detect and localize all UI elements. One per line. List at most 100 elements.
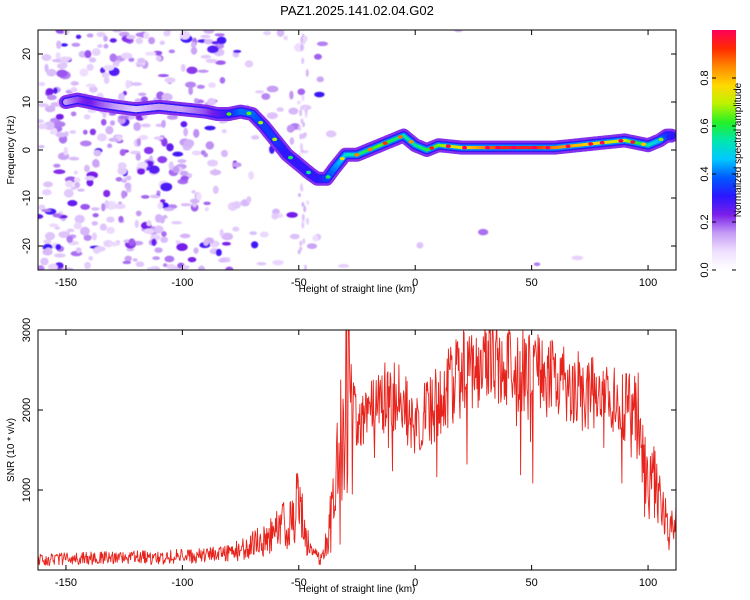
spectrogram-noise-blob bbox=[314, 53, 322, 60]
spectrogram-noise-blob bbox=[70, 111, 77, 117]
colorbar-tick-label: 0.4 bbox=[699, 166, 711, 181]
spectrogram-noise-blob bbox=[162, 214, 168, 219]
spectrogram-x-tick-label: 50 bbox=[526, 277, 538, 289]
spectrogram-noise-blob bbox=[276, 30, 285, 37]
spectrogram-noise-blob bbox=[183, 127, 188, 137]
spectrogram-noise-blob bbox=[175, 239, 181, 245]
spectrogram-noise-blob bbox=[70, 87, 78, 93]
spectrogram-noise-blob bbox=[251, 241, 259, 249]
ridge-hotspot bbox=[630, 140, 636, 144]
spectrogram-noise-blob bbox=[221, 149, 228, 158]
spectrogram-noise-blob bbox=[97, 44, 103, 48]
spectrogram-noise-blob bbox=[215, 60, 226, 65]
spectrogram-noise-blob bbox=[172, 165, 180, 174]
snr-series-line bbox=[38, 330, 676, 567]
spectrogram-noise-blob bbox=[183, 139, 195, 148]
ridge-hotspot bbox=[599, 140, 605, 145]
figure-title: PAZ1.2025.141.02.04.G02 bbox=[280, 3, 434, 18]
spectrogram-noise-blob bbox=[219, 229, 224, 237]
spectrogram-noise-blob bbox=[83, 164, 90, 173]
spectrogram-noise-blob bbox=[122, 260, 132, 265]
spectrogram-noise-blob bbox=[137, 57, 146, 64]
spectrogram-noise-blob bbox=[180, 203, 192, 207]
spectrogram-noise-blob bbox=[84, 176, 96, 181]
spectrogram-noise-blob bbox=[101, 203, 106, 212]
spectrogram-noise-blob bbox=[138, 92, 147, 96]
spectrogram-noise-blob bbox=[302, 238, 306, 245]
spectrogram-noise-blob bbox=[106, 226, 115, 234]
spectrogram-noise-blob bbox=[263, 30, 272, 36]
spectrogram-x-tick-label: -50 bbox=[291, 277, 307, 289]
spectrogram-noise-blob bbox=[137, 168, 146, 175]
spectrogram-noise-blob bbox=[109, 38, 117, 43]
spectrogram-noise-blob bbox=[180, 63, 186, 72]
spectrogram-noise-blob bbox=[316, 76, 324, 83]
spectrogram-noise-blob bbox=[63, 188, 74, 198]
spectrogram-noise-blob bbox=[304, 35, 308, 42]
spectrogram-noise-blob bbox=[179, 170, 189, 177]
spectrogram-noise-blob bbox=[200, 34, 211, 39]
spectral-ridge bbox=[58, 92, 676, 186]
spectrogram-noise-blob bbox=[94, 246, 106, 252]
spectrogram-noise-blob bbox=[54, 226, 61, 230]
ridge-core bbox=[62, 96, 675, 182]
spectrogram-noise-blob bbox=[156, 190, 161, 196]
spectrogram-noise-blob bbox=[301, 33, 305, 39]
spectrogram-noise-blob bbox=[297, 193, 301, 198]
spectrogram-noise-blob bbox=[104, 199, 110, 209]
spectrogram-noise-blob bbox=[89, 128, 97, 136]
spectrogram-noise-blob bbox=[191, 150, 202, 156]
spectrogram-noise-blob bbox=[210, 244, 219, 248]
spectrogram-noise-blob bbox=[300, 118, 304, 125]
ridge-hotspot bbox=[258, 120, 264, 125]
spectrogram-noise-blob bbox=[83, 234, 92, 241]
spectrogram-noise-blob bbox=[103, 43, 109, 49]
spectrogram-noise-blob bbox=[112, 30, 122, 33]
ridge-hotspot bbox=[429, 146, 435, 150]
spectrogram-noise-blob bbox=[194, 98, 199, 103]
spectrogram-noise-blob bbox=[89, 85, 98, 93]
spectrogram-noise-blob bbox=[53, 163, 61, 168]
spectrogram-noise-blob bbox=[44, 105, 56, 113]
spectrogram-noise-blob bbox=[304, 107, 308, 115]
snr-x-axis-label: Height of straight line (km) bbox=[299, 584, 416, 595]
ridge-hotspot bbox=[339, 156, 345, 161]
spectrogram-noise-blob bbox=[266, 85, 279, 93]
spectrogram-noise-blob bbox=[187, 257, 197, 263]
spectrogram-noise-blob bbox=[303, 264, 307, 270]
spectrogram-noise-blob bbox=[286, 211, 298, 218]
spectrogram-noise-blob bbox=[214, 33, 225, 37]
spectrogram-noise-blob bbox=[80, 140, 92, 147]
ridge-hotspot bbox=[511, 145, 517, 150]
spectrogram-noise-blob bbox=[91, 221, 98, 226]
spectrogram-noise-blob bbox=[103, 189, 111, 198]
spectrogram-noise-blob bbox=[157, 202, 164, 210]
spectrogram-noise-blob bbox=[108, 241, 121, 247]
ridge-hotspot bbox=[367, 147, 373, 152]
spectrogram-noise-blob bbox=[300, 43, 304, 51]
spectrogram-noise-blob bbox=[186, 172, 193, 179]
spectrogram-noise-blob bbox=[135, 153, 141, 161]
spectrogram-noise-blob bbox=[316, 41, 329, 47]
spectrogram-noise-blob bbox=[172, 151, 184, 157]
spectrogram-noise-blob bbox=[82, 129, 88, 135]
spectrogram-noise-blob bbox=[58, 231, 71, 238]
spectrogram-noise-blob bbox=[86, 33, 94, 38]
spectrogram-noise-blob bbox=[103, 64, 115, 71]
colorbar-tick-label: 0.0 bbox=[699, 262, 711, 277]
spectrogram-noise-blob bbox=[78, 50, 87, 58]
spectrogram-noise-blob bbox=[163, 207, 175, 212]
spectrogram-noise-blob bbox=[300, 186, 304, 192]
spectrogram-noise-blob bbox=[477, 228, 489, 236]
spectrogram-x-tick-label: 0 bbox=[412, 277, 418, 289]
spectrogram-noise-blob bbox=[297, 88, 306, 96]
spectrogram-noise-blob bbox=[117, 115, 129, 120]
spectrogram-noise-blob bbox=[91, 48, 101, 56]
spectrogram-x-tick-label: -100 bbox=[171, 277, 193, 289]
spectrogram-noise-blob bbox=[256, 262, 267, 266]
spectrogram-noise-blob bbox=[219, 77, 226, 84]
spectrogram-noise-blob bbox=[325, 130, 337, 138]
spectrogram-noise-blob bbox=[180, 175, 189, 181]
spectrogram-noise-blob bbox=[203, 152, 209, 158]
